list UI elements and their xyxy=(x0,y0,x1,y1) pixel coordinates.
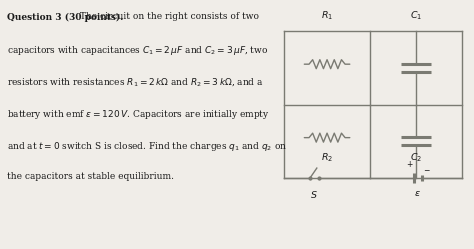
Text: Question 3 (30 points).: Question 3 (30 points). xyxy=(7,12,124,22)
Text: $R_1$: $R_1$ xyxy=(321,10,333,22)
Text: The circuit on the right consists of two: The circuit on the right consists of two xyxy=(77,12,259,21)
Text: capacitors with capacitances $C_1 = 2\,\mu F$ and $C_2 = 3\,\mu F$, two: capacitors with capacitances $C_1 = 2\,\… xyxy=(7,44,268,57)
Text: $\varepsilon$: $\varepsilon$ xyxy=(414,189,421,198)
Text: $-$: $-$ xyxy=(423,164,430,173)
Text: resistors with resistances $R_1 = 2\,k\Omega$ and $R_2 = 3\,k\Omega$, and a: resistors with resistances $R_1 = 2\,k\O… xyxy=(7,76,264,88)
Text: $C_1$: $C_1$ xyxy=(410,10,422,22)
Text: the capacitors at stable equilibrium.: the capacitors at stable equilibrium. xyxy=(7,172,174,181)
Text: battery with emf $\varepsilon = 120\,V$. Capacitors are initially empty: battery with emf $\varepsilon = 120\,V$.… xyxy=(7,108,270,121)
Text: $R_2$: $R_2$ xyxy=(321,151,333,164)
Text: and at $t = 0$ switch S is closed. Find the charges $q_1$ and $q_2$ on: and at $t = 0$ switch S is closed. Find … xyxy=(7,140,287,153)
Text: $S$: $S$ xyxy=(310,189,318,200)
Text: +: + xyxy=(407,160,413,169)
Text: $C_2$: $C_2$ xyxy=(410,151,422,164)
